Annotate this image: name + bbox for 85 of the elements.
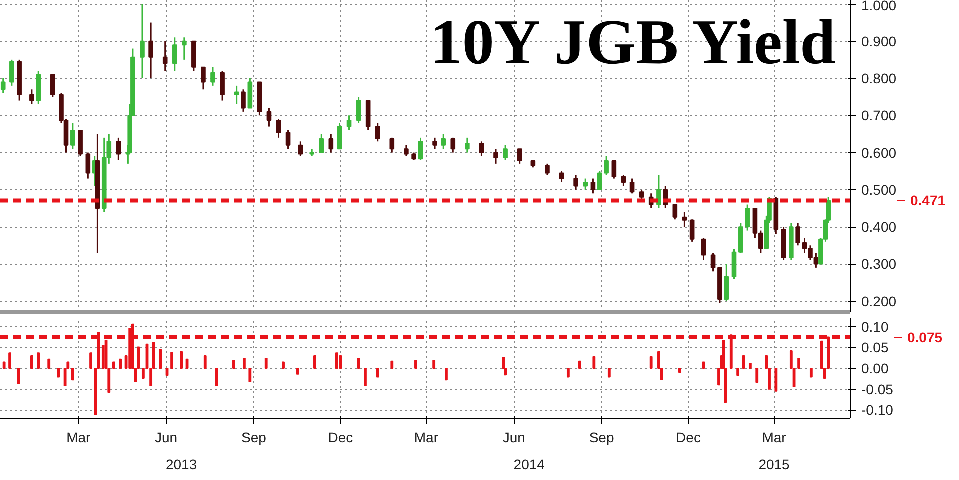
candlestick xyxy=(140,3,145,80)
x2-tick-label: 2015 xyxy=(758,456,790,472)
x-tick-label: Mar xyxy=(762,430,787,446)
candlestick xyxy=(690,218,695,243)
candlestick xyxy=(583,178,588,191)
ref-line-label: 0.075 xyxy=(908,329,943,346)
candlestick xyxy=(612,159,617,180)
candlestick xyxy=(0,78,6,94)
x-tick-label: Dec xyxy=(328,430,354,446)
candlestick xyxy=(337,122,342,150)
candlestick xyxy=(10,59,14,87)
candlestick xyxy=(724,263,730,302)
y-tick-label: 0.00 xyxy=(862,360,889,376)
x-tick-label: Mar xyxy=(66,430,92,446)
candlestick xyxy=(148,22,154,80)
candlestick xyxy=(30,88,34,106)
y-tick-label: 1.000 xyxy=(862,0,897,14)
y-tick-label: 0.05 xyxy=(862,340,889,356)
candlestick xyxy=(346,114,352,132)
candlestick xyxy=(745,204,750,232)
ref-line-label: 0.471 xyxy=(910,192,946,209)
candlestick xyxy=(479,140,484,158)
candlestick xyxy=(356,96,362,124)
candlestick xyxy=(590,178,596,194)
candlestick xyxy=(50,74,56,98)
y-tick-label: 0.900 xyxy=(862,33,897,50)
x-tick-label: Sep xyxy=(242,430,267,446)
candlestick xyxy=(86,152,91,180)
candlestick xyxy=(796,222,800,246)
candlestick xyxy=(162,40,168,72)
candlestick xyxy=(465,137,470,154)
candlestick xyxy=(441,133,446,150)
candlestick xyxy=(574,174,578,191)
x-tick-label: Mar xyxy=(414,430,439,446)
candlestick xyxy=(503,144,508,161)
candlestick xyxy=(450,137,456,154)
y-tick-label: 0.800 xyxy=(862,70,897,86)
candlestick xyxy=(494,148,498,165)
y-tick-label: 0.600 xyxy=(862,144,897,161)
candlestick xyxy=(266,107,272,128)
candlestick xyxy=(418,137,424,161)
candlestick xyxy=(375,122,380,142)
candlestick xyxy=(621,174,626,187)
y-tick-label: 0.700 xyxy=(862,108,897,124)
candlestick xyxy=(116,137,122,161)
candlestick xyxy=(286,130,291,150)
candlestick xyxy=(220,70,225,102)
candlestick xyxy=(404,144,409,158)
candlestick xyxy=(328,133,334,154)
x-tick-label: Sep xyxy=(589,430,614,446)
candlestick xyxy=(517,148,522,165)
candlestick xyxy=(78,130,83,158)
candlestick xyxy=(701,237,706,262)
y-tick-label: -0.10 xyxy=(862,402,894,418)
candlestick xyxy=(682,211,688,228)
x2-tick-label: 2014 xyxy=(514,456,546,472)
y-tick-label: -0.05 xyxy=(862,381,894,398)
candlestick xyxy=(545,163,550,176)
y-tick-label: 0.500 xyxy=(862,182,897,198)
x-tick-label: Jun xyxy=(502,430,526,446)
x-tick-label: Dec xyxy=(676,430,701,446)
y-tick-label: 0.10 xyxy=(862,318,889,335)
candlestick xyxy=(298,140,304,158)
candlestick xyxy=(630,178,635,194)
candlestick xyxy=(234,85,240,106)
candlestick xyxy=(319,133,324,154)
candlestick xyxy=(432,137,438,150)
candlestick xyxy=(710,252,716,272)
candlestick xyxy=(672,204,678,220)
candlestick xyxy=(182,36,187,61)
candlestick xyxy=(172,36,178,72)
candlestick xyxy=(70,122,76,150)
chart-title: 10Y JGB Yield xyxy=(430,6,836,78)
y-tick-label: 0.400 xyxy=(862,219,897,236)
x2-tick-label: 2013 xyxy=(166,456,198,472)
candlestick xyxy=(390,137,395,154)
y-tick-label: 0.200 xyxy=(862,293,897,310)
x-tick-label: Jun xyxy=(155,430,178,446)
candlestick xyxy=(241,88,246,113)
candlestick xyxy=(559,170,564,184)
candlestick xyxy=(201,66,206,90)
candlestick xyxy=(210,66,216,87)
y-tick-label: 0.300 xyxy=(862,256,897,272)
candlestick xyxy=(276,118,282,139)
candlestick xyxy=(656,174,662,210)
